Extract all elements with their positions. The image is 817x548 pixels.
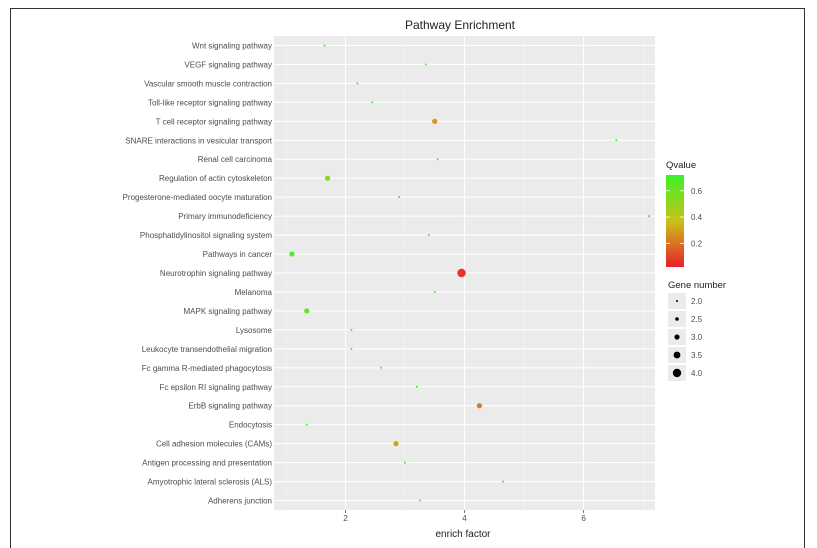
size-key-label: 4.0 [691,369,703,378]
y-tick-label: Endocytosis [229,421,272,430]
x-axis-ticks: 2 4 6 [343,510,586,523]
size-key-dot [676,300,678,302]
y-axis-labels: Wnt signaling pathway VEGF signaling path… [123,41,273,505]
qvalue-legend: Qvalue 0.6 0.4 0.2 [666,160,703,267]
data-point [356,82,359,85]
y-tick-label: ErbB signaling pathway [188,402,272,411]
figure-frame [10,8,805,548]
y-tick-label: Adherens junction [208,497,272,506]
y-tick-label: SNARE interactions in vesicular transpor… [125,136,273,145]
size-key-label: 3.5 [691,351,703,360]
data-point [648,215,651,218]
size-key-dot [672,368,682,378]
y-tick-label: MAPK signaling pathway [184,307,273,316]
y-tick-label: Antigen processing and presentation [142,459,272,468]
data-point [323,44,326,47]
y-tick-label: Neurotrophin signaling pathway [160,269,272,278]
data-point [433,290,436,293]
colorbar-tick-label: 0.4 [691,213,703,222]
size-key-dot [673,351,681,359]
y-tick-label: Phosphatidylinositol signaling system [140,231,272,240]
y-tick-label: Pathways in cancer [203,250,273,259]
chart-title: Pathway Enrichment [405,18,516,32]
data-point [615,139,618,142]
y-tick-label: Cell adhesion molecules (CAMs) [156,440,272,449]
data-point [424,63,427,66]
y-tick-label: Vascular smooth muscle contraction [144,79,272,88]
x-tick-label: 6 [581,514,586,523]
y-tick-label: VEGF signaling pathway [184,60,272,69]
data-point [457,268,466,278]
y-tick-label: Leukocyte transendothelial migration [142,345,272,354]
data-point [418,499,421,502]
data-point [350,328,353,331]
data-points [289,44,651,502]
y-tick-label: Progesterone-mediated oocyte maturation [123,193,272,202]
y-tick-label: Renal cell carcinoma [198,155,273,164]
y-tick-label: Fc gamma R-mediated phagocytosis [142,364,272,373]
size-key-dot [675,317,679,321]
data-point [476,403,482,409]
data-point [398,196,401,199]
y-tick-label: Wnt signaling pathway [192,41,272,50]
x-tick-label: 2 [343,514,348,523]
y-tick-label: Melanoma [235,288,273,297]
data-point [380,366,383,369]
y-tick-label: Fc epsilon RI signaling pathway [159,383,272,392]
grid-lines [274,36,655,510]
y-tick-label: Lysosome [236,326,273,335]
data-point [371,101,374,104]
colorbar-tick-label: 0.6 [691,187,703,196]
size-key-label: 2.0 [691,297,703,306]
data-point [350,347,353,350]
size-key-dot [674,334,680,340]
x-axis-label: enrich factor [435,529,491,539]
y-tick-label: Amyotrophic lateral sclerosis (ALS) [148,478,273,487]
size-key-label: 3.0 [691,333,703,342]
data-point [502,480,505,483]
data-point [289,251,295,257]
gene-number-legend-title: Gene number [668,280,726,291]
y-tick-label: Toll-like receptor signaling pathway [148,98,272,107]
y-tick-label: Regulation of actin cytoskeleton [159,174,272,183]
qvalue-legend-title: Qvalue [666,160,696,171]
data-point [415,385,418,388]
data-point [432,118,438,124]
x-tick-label: 4 [462,514,467,523]
data-point [304,308,310,314]
size-key-label: 2.5 [691,315,703,324]
data-point [324,175,331,181]
colorbar-tick-label: 0.2 [691,239,703,248]
y-tick-label: T cell receptor signaling pathway [156,117,272,126]
data-point [305,423,308,426]
data-point [393,441,399,447]
data-point [436,158,439,161]
gene-number-legend: Gene number 2.0 2.5 3.0 3.5 4.0 [668,280,726,381]
y-tick-label: Primary immunodeficiency [178,212,272,221]
data-point [403,461,406,464]
data-point [427,234,430,237]
qvalue-colorbar [666,175,684,267]
